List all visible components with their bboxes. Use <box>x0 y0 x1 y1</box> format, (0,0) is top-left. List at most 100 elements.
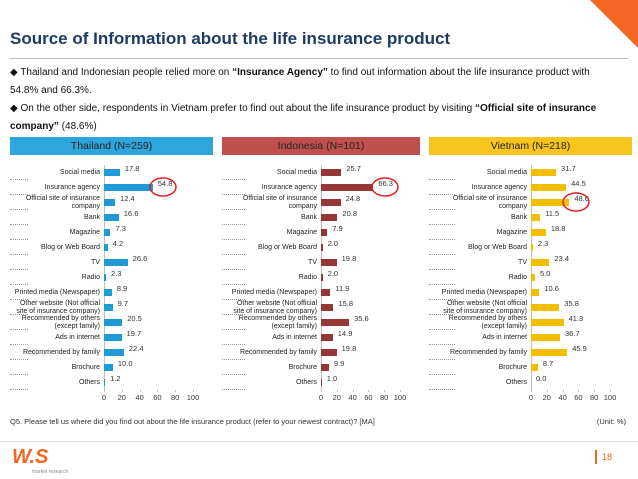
row-separator <box>429 239 455 240</box>
value-label: 10.6 <box>544 283 559 293</box>
value-label: 4.2 <box>112 238 124 248</box>
x-tick-label: 100 <box>603 393 617 402</box>
value-label: 2.3 <box>111 268 122 278</box>
title-rule <box>10 58 628 59</box>
bar <box>104 274 107 281</box>
category-label: Social media <box>486 168 527 176</box>
row-separator <box>10 344 28 345</box>
row-separator <box>429 314 455 315</box>
tick-mark <box>104 390 105 392</box>
bar <box>104 244 108 251</box>
bar <box>104 364 113 371</box>
tick-mark <box>578 390 580 392</box>
value-label: 20.5 <box>127 313 142 323</box>
bullet-text: Thailand and Indonesian people relied mo… <box>20 67 233 78</box>
row-separator <box>222 179 245 180</box>
category-label: Social media <box>59 168 100 176</box>
category-label: Blog or Web Board <box>257 243 317 251</box>
category-label: Recommended by others (except family) <box>21 315 100 330</box>
bar <box>104 289 112 296</box>
x-tick-label: 20 <box>542 393 551 402</box>
category-label: Printed media (Newspaper) <box>14 288 100 296</box>
bar <box>321 229 328 236</box>
x-tick-label: 40 <box>558 393 567 402</box>
chart-header: Vietnam (N=218) <box>429 137 632 155</box>
bar <box>531 229 546 236</box>
bar <box>531 334 560 341</box>
value-label: 36.7 <box>564 328 580 338</box>
row-separator <box>429 299 455 300</box>
bar <box>321 319 350 326</box>
x-tick-label: 80 <box>171 393 180 402</box>
row-separator <box>10 269 28 270</box>
x-tick-label: 60 <box>574 393 583 402</box>
bar <box>321 364 329 371</box>
bar <box>321 259 337 266</box>
category-label: Radio <box>298 273 317 281</box>
row-separator <box>10 329 28 330</box>
category-label: Magazine <box>496 228 527 236</box>
row-separator <box>10 284 28 285</box>
page-number: 18 <box>595 450 617 464</box>
row-separator <box>222 209 245 210</box>
value-label: 8.7 <box>542 358 554 368</box>
row-separator <box>222 254 245 255</box>
value-label: 23.4 <box>554 253 570 263</box>
value-label: 5.0 <box>539 268 551 278</box>
category-label: Social media <box>276 168 317 176</box>
bar <box>531 259 550 266</box>
x-tick-label: 40 <box>348 393 357 402</box>
row-separator <box>222 344 245 345</box>
bar <box>104 259 128 266</box>
value-label: 7.9 <box>332 223 343 233</box>
bar <box>104 199 116 206</box>
value-label: 12.4 <box>120 193 135 203</box>
bar <box>531 244 533 251</box>
tick-mark <box>139 390 141 392</box>
bar <box>321 304 334 311</box>
bar <box>531 319 564 326</box>
x-tick-label: 60 <box>153 393 162 402</box>
category-label: TV <box>518 258 527 266</box>
footer-rule <box>0 441 638 442</box>
row-separator <box>222 329 245 330</box>
category-label: Other website (Not official site of insu… <box>16 300 100 315</box>
tick-mark <box>610 390 611 392</box>
category-label: Recommended by family <box>22 348 100 356</box>
row-separator <box>222 389 245 390</box>
bar <box>321 214 338 221</box>
value-label: 1.0 <box>326 373 338 383</box>
row-separator <box>429 194 455 195</box>
category-label: Official site of insurance company <box>25 195 100 210</box>
row-separator <box>222 299 245 300</box>
category-label: Insurance agency <box>471 183 527 191</box>
bar <box>531 169 557 176</box>
x-tick-label: 0 <box>101 393 107 402</box>
x-tick-label: 80 <box>380 393 389 402</box>
bar <box>321 169 342 176</box>
bar <box>104 319 123 326</box>
category-label: Brochure <box>71 363 100 371</box>
category-label: TV <box>308 258 317 266</box>
row-separator <box>222 269 245 270</box>
bullet-text: On the other side, respondents in Vietna… <box>20 103 475 114</box>
slide-title: Source of Information about the life ins… <box>10 29 451 48</box>
value-label: 26.6 <box>132 253 148 263</box>
unit-note: (Unit: %) <box>596 417 626 426</box>
bar <box>531 349 568 356</box>
tick-mark <box>175 390 177 392</box>
tick-mark <box>384 390 386 392</box>
category-label: Bank <box>301 213 317 221</box>
x-tick-label: 80 <box>590 393 599 402</box>
value-label: 0.0 <box>536 373 547 383</box>
tick-mark <box>157 390 159 392</box>
category-label: Ads in internet <box>482 333 527 341</box>
category-label: Insurance agency <box>44 183 100 191</box>
x-tick-label: 60 <box>364 393 373 402</box>
tick-mark <box>336 390 338 392</box>
bullet-bold: “Insurance Agency” <box>232 67 328 78</box>
bar <box>531 364 538 371</box>
x-tick-label: 40 <box>135 393 144 402</box>
row-separator <box>429 209 455 210</box>
